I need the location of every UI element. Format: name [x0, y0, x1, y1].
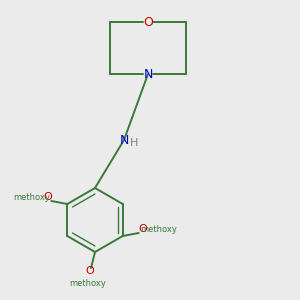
Text: N: N — [119, 134, 129, 146]
Text: O: O — [138, 224, 147, 234]
Text: O: O — [143, 16, 153, 28]
Text: methoxy: methoxy — [70, 280, 106, 289]
Text: O: O — [43, 192, 52, 202]
Text: H: H — [130, 138, 138, 148]
Text: methoxy: methoxy — [140, 224, 177, 233]
Text: N: N — [143, 68, 153, 80]
Text: O: O — [85, 266, 94, 276]
Text: methoxy: methoxy — [13, 193, 50, 202]
